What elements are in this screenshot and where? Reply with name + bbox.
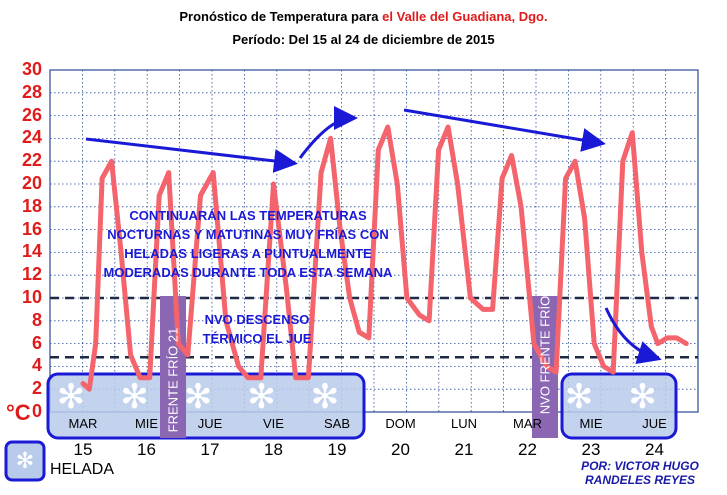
x-date-label: 24 bbox=[645, 440, 664, 459]
frost-box-2 bbox=[560, 372, 678, 440]
new-front-label: NVO FRENTE FRÍO bbox=[537, 295, 553, 415]
y-tick-label: 14 bbox=[21, 241, 42, 262]
main-annotation: CONTINUARÁN LAS TEMPERATURAS NOCTURNAS Y… bbox=[84, 206, 412, 282]
descent-annotation: NVO DESCENSO TÉRMICO EL JUE bbox=[192, 310, 322, 348]
y-tick-label: 12 bbox=[21, 264, 42, 285]
main-annotation-line-1: CONTINUARÁN LAS TEMPERATURAS bbox=[129, 208, 367, 223]
x-date-label: 21 bbox=[454, 440, 474, 459]
frost-symbol-7: ✻ bbox=[628, 377, 657, 417]
frost-symbol-6: ✻ bbox=[565, 377, 594, 417]
main-annotation-line-4: MODERADAS DURANTE TODA ESTA SEMANA bbox=[103, 265, 393, 280]
author-credit: POR: VICTOR HUGO RANDELES REYES bbox=[560, 459, 720, 487]
frost-box-1 bbox=[46, 372, 366, 440]
frost-symbol-4: ✻ bbox=[247, 377, 276, 417]
trend-arrow-1 bbox=[85, 137, 298, 173]
front-21-label: FRENTE FRÍO 21 bbox=[165, 327, 181, 433]
frost-symbol-3: ✻ bbox=[184, 377, 213, 417]
front-21-bar bbox=[160, 296, 186, 438]
x-day-label: MAR bbox=[68, 416, 98, 431]
author-line-1: POR: VICTOR HUGO bbox=[581, 459, 699, 473]
x-day-label: SAB bbox=[323, 416, 350, 431]
title-prefix: Pronóstico de Temperatura para bbox=[179, 9, 379, 24]
trend-arrows bbox=[85, 106, 662, 365]
chart-title: Pronóstico de Temperatura para el Valle … bbox=[0, 9, 727, 24]
chart-subtitle: Período: Del 15 al 24 de diciembre de 20… bbox=[232, 32, 495, 47]
x-date-label: 20 bbox=[391, 440, 410, 459]
author-line-2: RANDELES REYES bbox=[584, 473, 696, 487]
y-tick-label: 6 bbox=[31, 332, 42, 353]
x-date-label: 15 bbox=[73, 440, 93, 459]
x-day-label: MIE bbox=[134, 416, 159, 431]
frost-symbol-5: ✻ bbox=[311, 377, 340, 417]
descent-annotation-line-1: NVO DESCENSO bbox=[204, 312, 310, 327]
trend-arrow-2 bbox=[298, 106, 358, 159]
title-place: el Valle del Guadiana, Dgo. bbox=[382, 9, 548, 24]
x-date-label: 18 bbox=[264, 440, 283, 459]
x-date-label: 23 bbox=[581, 440, 601, 459]
y-tick-label: 18 bbox=[21, 195, 42, 216]
x-day-label: JUE bbox=[197, 416, 223, 431]
y-tick-label: 24 bbox=[21, 127, 42, 148]
frost-symbol-1: ✻ bbox=[57, 377, 86, 417]
y-tick-label: 20 bbox=[21, 173, 42, 193]
x-day-label: JUE bbox=[642, 416, 667, 431]
x-date-label: 17 bbox=[200, 440, 220, 459]
x-day-label: VIE bbox=[263, 416, 284, 431]
x-date-label: 22 bbox=[518, 440, 537, 459]
x-day-label: MIE bbox=[579, 416, 603, 431]
y-tick-label: 0 bbox=[31, 401, 42, 421]
legend-helada-box bbox=[4, 440, 46, 482]
x-date-label: 19 bbox=[327, 440, 347, 459]
y-tick-label: 4 bbox=[31, 355, 42, 376]
frost-symbols: ✻ ✻ ✻ ✻ ✻ ✻ ✻ bbox=[57, 377, 657, 417]
legend-helada-label: HELADA bbox=[50, 461, 115, 478]
trend-arrow-4 bbox=[604, 307, 662, 365]
y-tick-label: 2 bbox=[31, 378, 42, 399]
main-annotation-line-2: NOCTURNAS Y MATUTINAS MUY FRÍAS CON bbox=[107, 227, 389, 242]
x-day-label: LUN bbox=[450, 416, 477, 431]
frost-symbol-2: ✻ bbox=[120, 377, 149, 417]
x-date-label: 16 bbox=[137, 440, 156, 459]
trend-arrow-3 bbox=[403, 108, 606, 152]
y-tick-label: 30 bbox=[21, 59, 42, 79]
y-axis-unit: °C bbox=[6, 400, 31, 425]
temperature-series-line bbox=[80, 124, 689, 392]
x-day-label: MAR bbox=[513, 416, 542, 431]
frost-boxes bbox=[46, 372, 678, 440]
main-annotation-line-3: HELADAS LIGERAS A PUNTUALMENTE bbox=[124, 246, 372, 261]
y-tick-label: 10 bbox=[21, 287, 42, 307]
y-tick-label: 22 bbox=[21, 150, 42, 171]
y-tick-label: 26 bbox=[21, 104, 42, 125]
x-day-label: DOM bbox=[385, 416, 416, 431]
y-tick-label: 16 bbox=[21, 218, 42, 239]
descent-annotation-line-2: TÉRMICO EL JUE bbox=[202, 331, 312, 346]
y-tick-label: 28 bbox=[21, 81, 42, 102]
y-tick-label: 8 bbox=[31, 309, 42, 330]
legend-frost-icon: ✻ bbox=[15, 448, 35, 473]
